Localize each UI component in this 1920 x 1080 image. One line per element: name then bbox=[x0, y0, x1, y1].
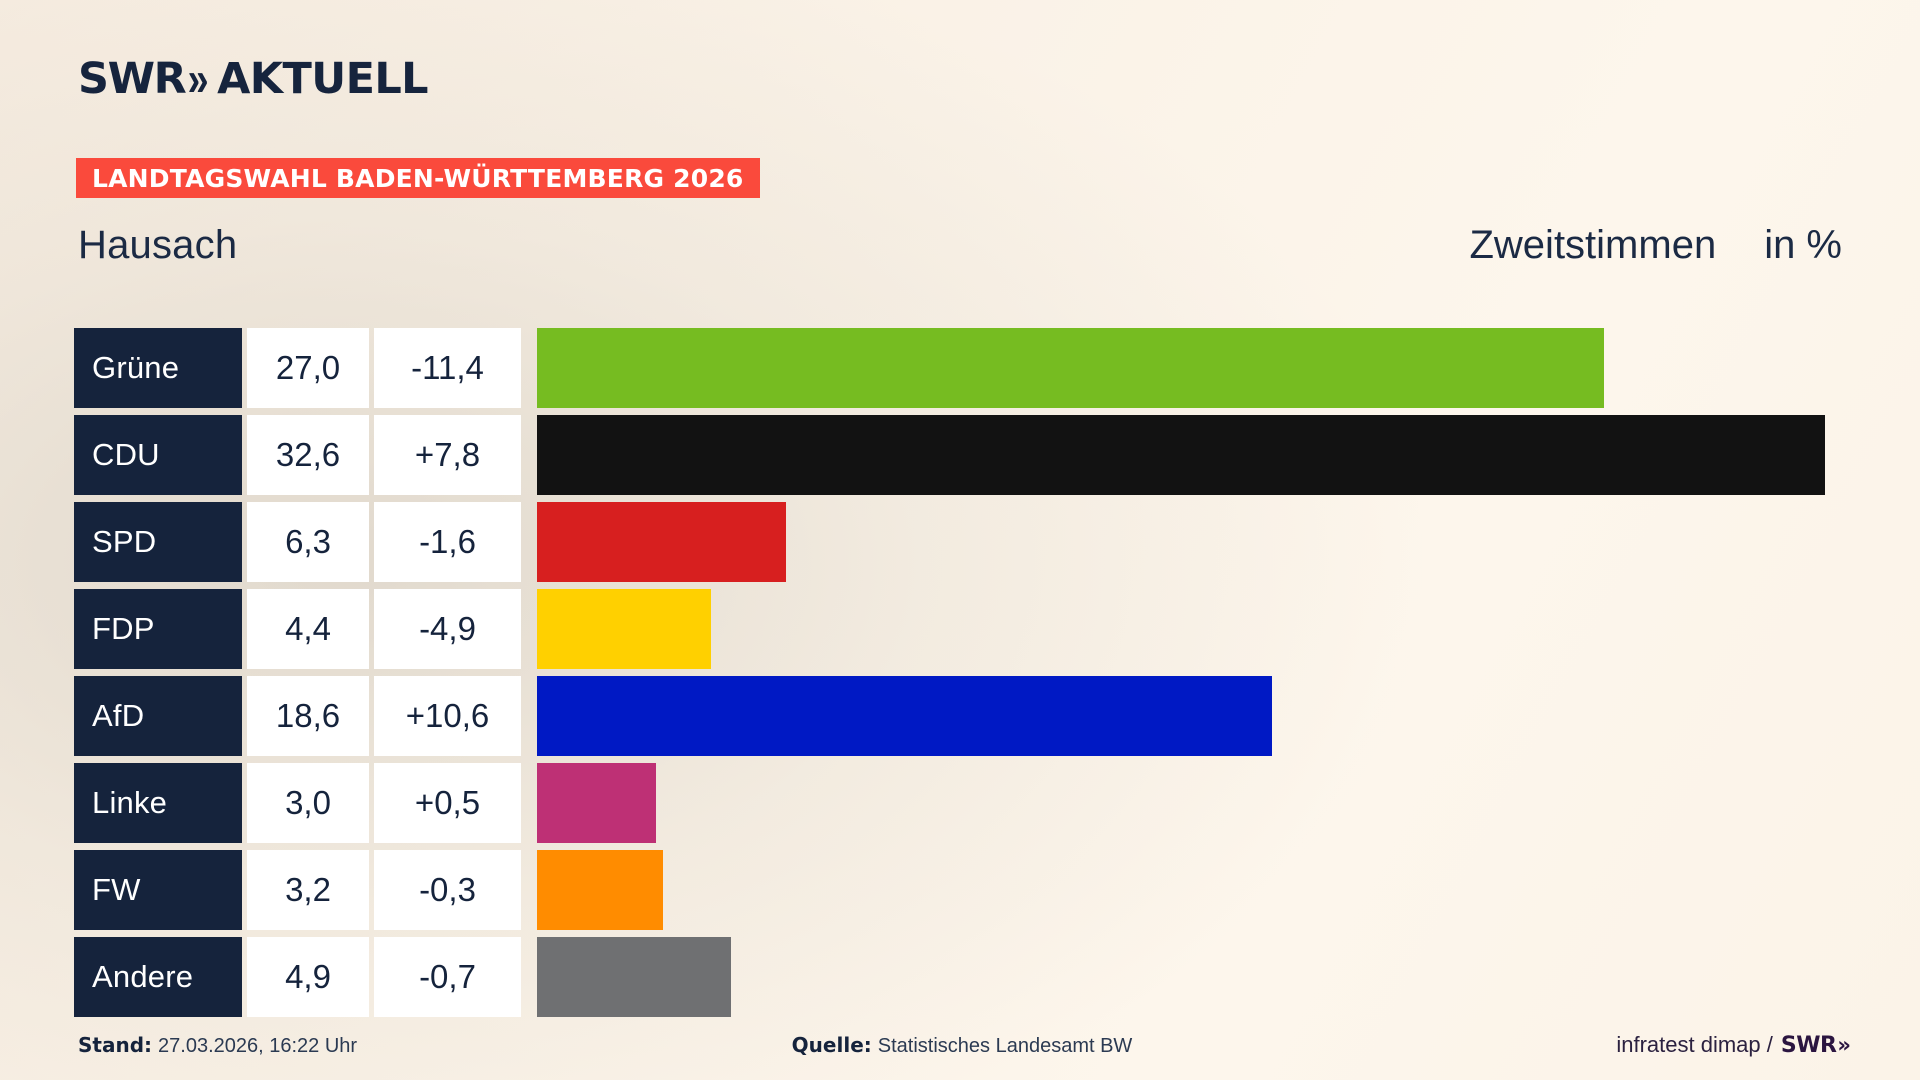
bar-track bbox=[537, 763, 1846, 843]
result-bar bbox=[537, 589, 711, 669]
table-row[interactable]: Linke 3,0 +0,5 bbox=[74, 763, 1846, 843]
unit-label: in % bbox=[1764, 222, 1842, 267]
vote-share-value: 6,3 bbox=[285, 523, 331, 560]
party-name-label: Linke bbox=[92, 785, 168, 820]
vote-share-value: 4,4 bbox=[285, 610, 331, 647]
party-name-label: AfD bbox=[92, 698, 145, 733]
bar-track bbox=[537, 676, 1846, 756]
vote-share-value: 32,6 bbox=[275, 436, 341, 473]
quelle-label: Quelle: bbox=[791, 1032, 872, 1057]
party-name-cell: Linke bbox=[74, 763, 242, 843]
vote-change-value: +10,6 bbox=[405, 697, 490, 734]
vote-change-cell: -0,3 bbox=[374, 850, 521, 930]
vote-share-cell: 4,4 bbox=[247, 589, 369, 669]
table-row[interactable]: Andere 4,9 -0,7 bbox=[74, 937, 1846, 1017]
vote-share-cell: 32,6 bbox=[247, 415, 369, 495]
table-row[interactable]: SPD 6,3 -1,6 bbox=[74, 502, 1846, 582]
vote-change-value: -0,7 bbox=[419, 958, 476, 995]
vote-share-value: 3,0 bbox=[285, 784, 331, 821]
aktuell-wordmark: AKTUELL bbox=[217, 53, 428, 104]
region-name: Hausach bbox=[78, 222, 238, 267]
vote-share-value: 27,0 bbox=[275, 349, 341, 386]
vote-share-value: 4,9 bbox=[285, 958, 331, 995]
vote-change-cell: -1,6 bbox=[374, 502, 521, 582]
vote-share-cell: 27,0 bbox=[247, 328, 369, 408]
table-row[interactable]: CDU 32,6 +7,8 bbox=[74, 415, 1846, 495]
vote-share-value: 3,2 bbox=[285, 871, 331, 908]
vote-change-cell: +7,8 bbox=[374, 415, 521, 495]
vote-share-value: 18,6 bbox=[275, 697, 341, 734]
table-row[interactable]: FW 3,2 -0,3 bbox=[74, 850, 1846, 930]
table-row[interactable]: Grüne 27,0 -11,4 bbox=[74, 328, 1846, 408]
results-bar-chart: Grüne 27,0 -11,4 CDU 32,6 +7,8 SPD 6,3 -1,6 FDP 4,… bbox=[74, 328, 1846, 1024]
vote-change-value: -0,3 bbox=[419, 871, 476, 908]
swr-wordmark: SWR bbox=[78, 53, 187, 104]
vote-change-cell: -11,4 bbox=[374, 328, 521, 408]
vote-change-value: -4,9 bbox=[419, 610, 476, 647]
result-bar bbox=[537, 850, 664, 930]
credit-label: infratest dimap / bbox=[1616, 1032, 1773, 1057]
party-name-cell: AfD bbox=[74, 676, 242, 756]
footer: Stand: 27.03.2026, 16:22 Uhr Quelle: Stati… bbox=[78, 1028, 1851, 1062]
bar-track bbox=[537, 850, 1846, 930]
election-banner: LANDTAGSWAHL BADEN-WÜRTTEMBERG 2026 bbox=[76, 158, 760, 198]
bar-track bbox=[537, 415, 1846, 495]
party-name-label: FW bbox=[92, 872, 141, 907]
result-bar bbox=[537, 676, 1272, 756]
vote-type-label: Zweitstimmen bbox=[1469, 222, 1717, 267]
vote-share-cell: 6,3 bbox=[247, 502, 369, 582]
bar-track bbox=[537, 937, 1846, 1017]
party-name-label: SPD bbox=[92, 524, 157, 559]
stand-value: 27.03.2026, 16:22 Uhr bbox=[158, 1034, 358, 1057]
election-banner-label: LANDTAGSWAHL BADEN-WÜRTTEMBERG 2026 bbox=[92, 163, 744, 193]
result-bar bbox=[537, 763, 656, 843]
party-name-cell: Andere bbox=[74, 937, 242, 1017]
vote-change-cell: -0,7 bbox=[374, 937, 521, 1017]
vote-change-value: +7,8 bbox=[414, 436, 481, 473]
table-row[interactable]: FDP 4,4 -4,9 bbox=[74, 589, 1846, 669]
vote-share-cell: 3,0 bbox=[247, 763, 369, 843]
vote-change-value: -1,6 bbox=[419, 523, 476, 560]
swr-aktuell-logo: SWR » AKTUELL bbox=[78, 50, 429, 108]
party-name-cell: FW bbox=[74, 850, 242, 930]
party-name-cell: SPD bbox=[74, 502, 242, 582]
credit-group: infratest dimap / SWR » bbox=[1616, 1032, 1850, 1058]
vote-share-cell: 18,6 bbox=[247, 676, 369, 756]
stand-label: Stand: bbox=[78, 1032, 153, 1057]
chevron-double-right-icon: » bbox=[187, 51, 209, 106]
vote-type-group: Zweitstimmen in % bbox=[1469, 223, 1842, 268]
bar-track bbox=[537, 589, 1846, 669]
party-name-label: CDU bbox=[92, 437, 160, 472]
bar-track bbox=[537, 328, 1846, 408]
result-bar bbox=[537, 937, 731, 1017]
result-bar bbox=[537, 415, 1825, 495]
vote-share-cell: 3,2 bbox=[247, 850, 369, 930]
quelle-group: Quelle: Statistisches Landesamt BW bbox=[792, 1033, 1133, 1058]
vote-change-cell: -4,9 bbox=[374, 589, 521, 669]
vote-share-cell: 4,9 bbox=[247, 937, 369, 1017]
party-name-cell: Grüne bbox=[74, 328, 242, 408]
vote-change-cell: +0,5 bbox=[374, 763, 521, 843]
credit-swr-wordmark: SWR bbox=[1780, 1033, 1837, 1058]
party-name-label: Grüne bbox=[92, 350, 180, 385]
result-bar bbox=[537, 502, 786, 582]
vote-change-value: -11,4 bbox=[411, 349, 484, 386]
result-bar bbox=[537, 328, 1604, 408]
party-name-cell: FDP bbox=[74, 589, 242, 669]
subheader: Hausach Zweitstimmen in % bbox=[78, 215, 1842, 275]
chevron-double-right-icon: » bbox=[1837, 1033, 1850, 1057]
stand-group: Stand: 27.03.2026, 16:22 Uhr bbox=[78, 1033, 357, 1058]
bar-track bbox=[537, 502, 1846, 582]
quelle-value: Statistisches Landesamt BW bbox=[877, 1034, 1133, 1057]
table-row[interactable]: AfD 18,6 +10,6 bbox=[74, 676, 1846, 756]
party-name-label: FDP bbox=[92, 611, 155, 646]
vote-change-cell: +10,6 bbox=[374, 676, 521, 756]
vote-change-value: +0,5 bbox=[414, 784, 481, 821]
party-name-cell: CDU bbox=[74, 415, 242, 495]
party-name-label: Andere bbox=[92, 959, 194, 994]
